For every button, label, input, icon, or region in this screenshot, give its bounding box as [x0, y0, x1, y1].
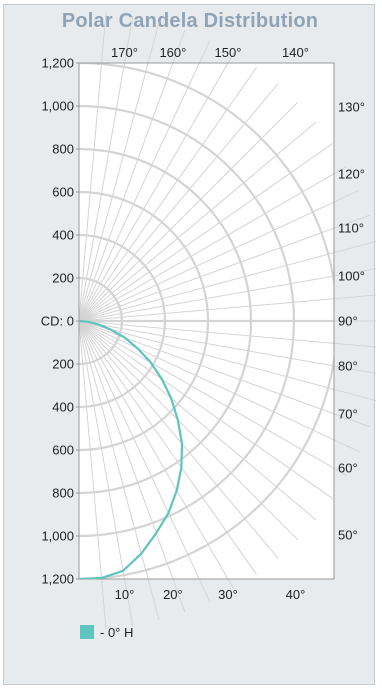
radial-tick-label: 400	[52, 400, 74, 415]
radial-tick-label: 600	[52, 185, 74, 200]
radial-tick-label: 200	[52, 271, 74, 286]
angle-tick-label: 40°	[286, 587, 306, 602]
angle-tick-label: 50°	[338, 527, 358, 542]
radial-tick-label: 800	[52, 142, 74, 157]
angle-tick-label: 140°	[282, 45, 309, 60]
radial-tick-label: 1,000	[41, 529, 74, 544]
angle-tick-label: 150°	[215, 45, 242, 60]
angle-tick-label: 30°	[218, 587, 238, 602]
spoke-line	[78, 294, 376, 322]
ring-arc	[79, 63, 334, 579]
angle-tick-label: 100°	[338, 269, 365, 284]
polar-plot: 1,200 1,000 800 600 400 200 CD: 0 200 400 600 800 1…	[41, 12, 376, 630]
radial-tick-label: 600	[52, 443, 74, 458]
angle-tick-label: 130°	[338, 100, 365, 115]
legend-swatch	[80, 625, 94, 639]
angle-tick-label: 120°	[338, 166, 365, 181]
angle-tick-label: 20°	[163, 587, 183, 602]
radial-tick-label: 400	[52, 228, 74, 243]
chart-panel: Polar Candela Distribution 1,200 1,000 800…	[3, 4, 376, 685]
angle-tick-label: 160°	[159, 45, 186, 60]
chart-title: Polar Candela Distribution	[61, 10, 319, 32]
spoke-line	[78, 320, 376, 348]
angle-tick-label: 170°	[111, 45, 138, 60]
angle-tick-label: 60°	[338, 461, 358, 476]
series-line-0deg-h	[79, 319, 184, 579]
angle-tick-label: 90°	[338, 314, 358, 329]
radial-tick-label: 1,200	[41, 572, 74, 587]
radial-tick-label: CD: 0	[41, 314, 74, 329]
angle-tick-label: 80°	[338, 358, 358, 373]
angle-tick-label: 110°	[338, 221, 364, 236]
radial-tick-label: 200	[52, 357, 74, 372]
radial-tick-label: 1,200	[41, 56, 74, 71]
legend: - 0° H	[80, 622, 133, 642]
legend-label: - 0° H	[100, 624, 134, 640]
radial-tick-label: 1,000	[41, 99, 74, 114]
angle-tick-label: 10°	[115, 587, 135, 602]
radial-tick-label: 800	[52, 486, 74, 501]
angle-tick-label: 70°	[338, 406, 358, 421]
